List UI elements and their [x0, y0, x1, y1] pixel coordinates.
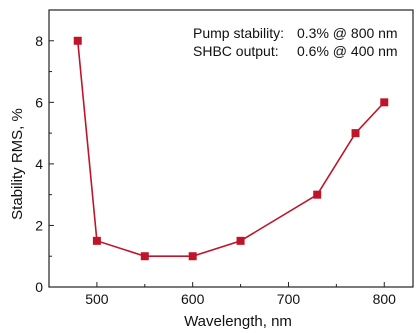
- annotation-label-shbc: SHBC output:: [193, 43, 279, 59]
- data-point-marker: [236, 236, 245, 245]
- series-line: [76, 40, 385, 258]
- y-tick-label: 2: [35, 217, 43, 233]
- y-tick-label: 6: [35, 94, 43, 110]
- y-axis-title: Stability RMS, %: [9, 108, 26, 220]
- plot-frame: [48, 9, 414, 288]
- plot-axes: [48, 9, 414, 288]
- annotation-value-pump: 0.3% @ 800 nm: [297, 25, 398, 41]
- y-tick-label: 8: [35, 33, 43, 49]
- x-axis-ticks: 500 600 700 800: [48, 282, 397, 307]
- x-tick-label: 700: [277, 291, 301, 307]
- annotation-label-pump: Pump stability:: [193, 25, 284, 41]
- data-point-marker: [188, 252, 197, 261]
- annotation-value-shbc: 0.6% @ 400 nm: [297, 43, 398, 59]
- data-point-marker: [313, 190, 322, 199]
- data-point-marker: [380, 98, 389, 107]
- y-tick-label: 0: [35, 279, 43, 295]
- y-tick-label: 4: [35, 156, 43, 172]
- data-point-marker: [351, 129, 360, 138]
- data-point-marker: [140, 252, 149, 261]
- x-axis-title: Wavelength, nm: [184, 313, 292, 330]
- data-point-marker: [92, 236, 101, 245]
- annotation-block: Pump stability: 0.3% @ 800 nm SHBC outpu…: [193, 25, 398, 59]
- x-tick-label: 500: [85, 291, 109, 307]
- x-tick-label: 800: [373, 291, 397, 307]
- data-point-marker: [73, 36, 82, 45]
- x-tick-label: 600: [181, 291, 205, 307]
- y-axis-ticks: 0 2 4 6 8: [35, 9, 54, 295]
- series-layer: [73, 36, 389, 261]
